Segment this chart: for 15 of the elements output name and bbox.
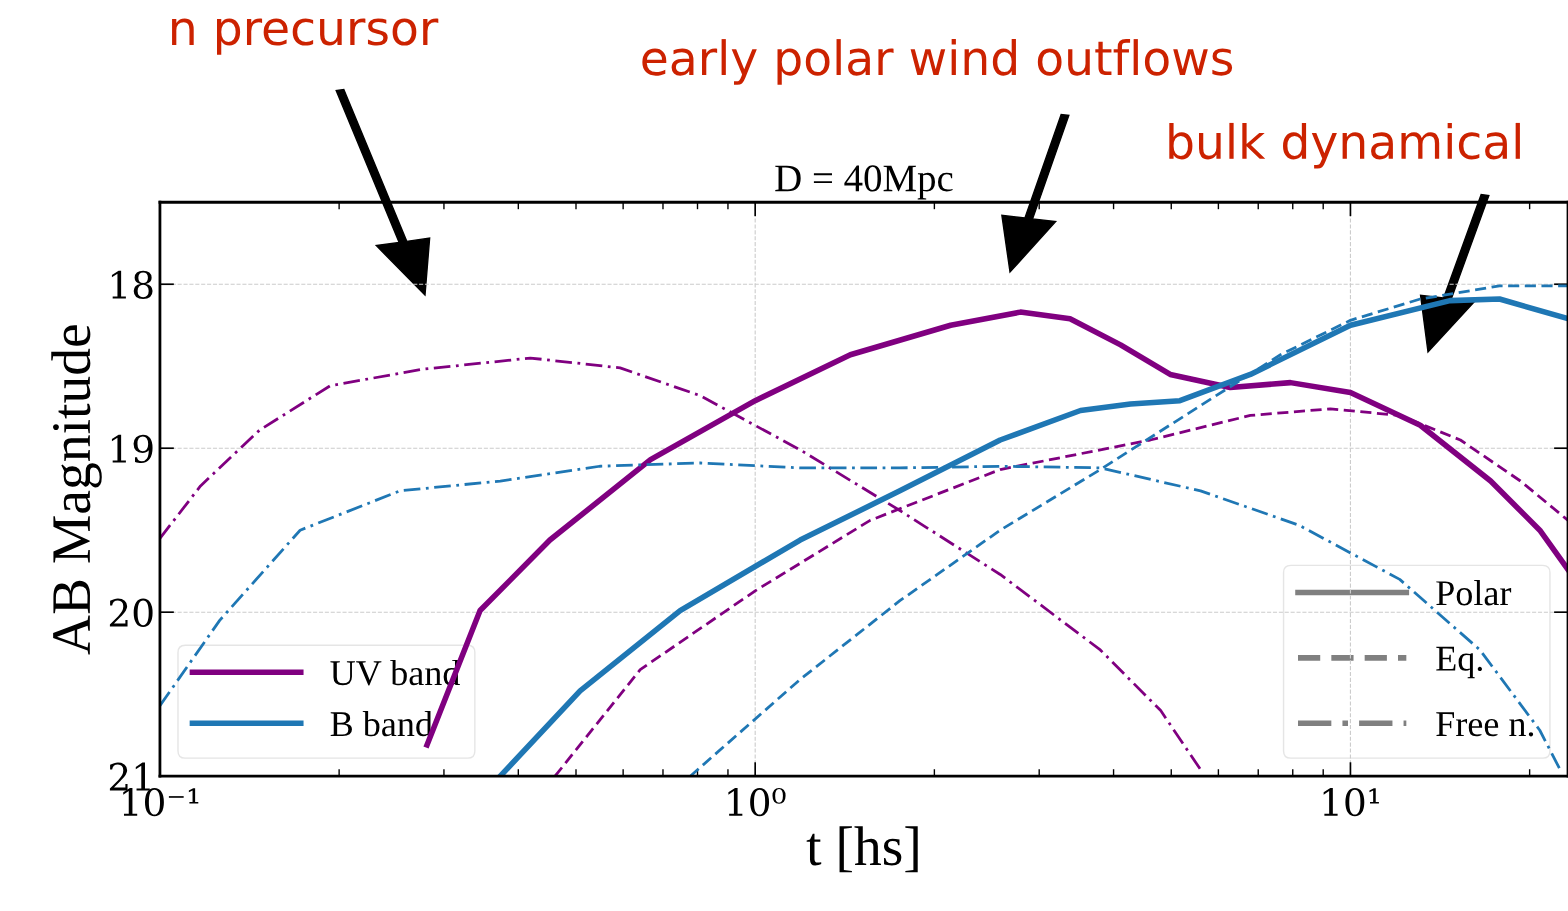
legend-label: B band: [330, 710, 433, 737]
legend-label: Polar: [1436, 579, 1512, 606]
text: early polar wind outflows: [642, 39, 1233, 85]
text: bulk dynamical: [1169, 122, 1520, 169]
legend-label: Eq.: [1436, 646, 1482, 679]
y-tick-label: 18: [111, 270, 153, 300]
x-tick-label: 10⁰: [728, 787, 786, 817]
x-tick-label: 10¹: [1323, 787, 1379, 817]
text: n precursor: [172, 18, 439, 55]
chart-title: D = 40Mpc: [775, 165, 953, 200]
x-axis-title: t [hs]: [806, 826, 918, 873]
y-tick-label: 19: [111, 434, 153, 463]
y-tick-label: 20: [109, 598, 153, 627]
y-axis-title: AB Magnitude: [51, 325, 102, 655]
legend-label: Free n.: [1436, 712, 1534, 737]
